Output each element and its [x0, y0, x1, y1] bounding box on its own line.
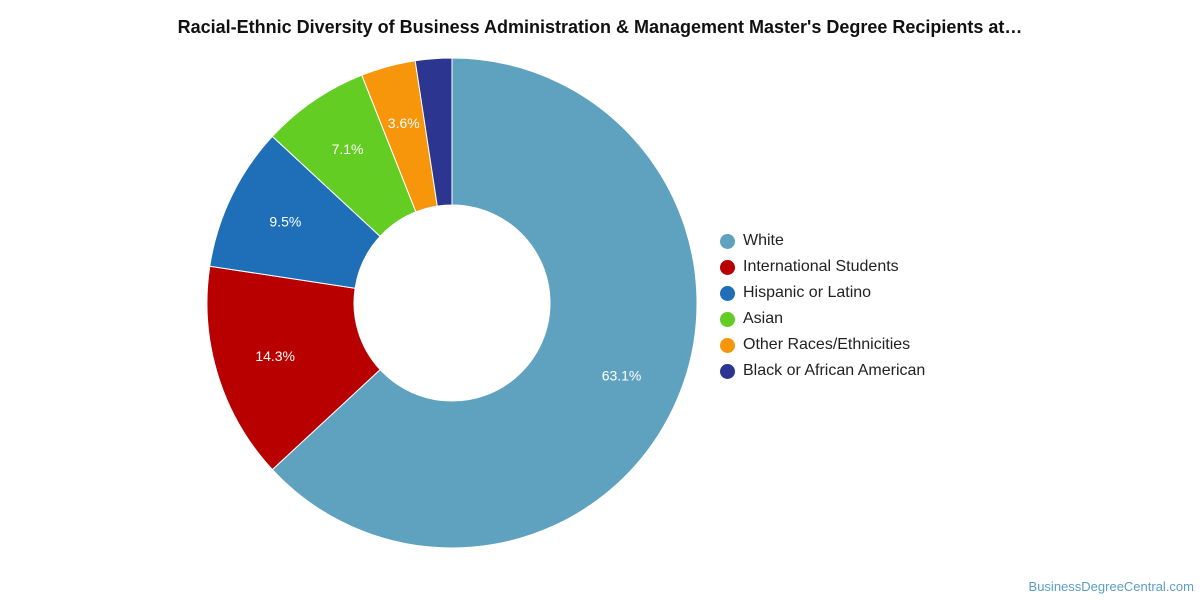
slice-black-or-african-american — [414, 57, 453, 207]
legend-item: International Students — [720, 254, 925, 280]
watermark: BusinessDegreeCentral.com — [1028, 579, 1194, 594]
legend-item: Other Races/Ethnicities — [720, 332, 925, 358]
legend-item: Hispanic or Latino — [720, 280, 925, 306]
legend-swatch — [720, 311, 735, 327]
legend-swatch — [720, 363, 735, 379]
slice-value-label: 9.5% — [269, 213, 301, 229]
chart-legend: White International Students Hispanic or L… — [720, 228, 925, 384]
legend-item: Asian — [720, 306, 925, 332]
legend-item: White — [720, 228, 925, 254]
chart-title: Racial-Ethnic Diversity of Business Admi… — [177, 17, 1023, 37]
legend-label: Black or African American — [743, 362, 926, 379]
slice-value-label: 7.1% — [332, 141, 364, 157]
legend-swatch — [720, 285, 735, 301]
legend-swatch — [720, 233, 735, 249]
legend-label: Asian — [743, 310, 784, 327]
legend-swatch — [720, 337, 735, 353]
slice-value-label: 14.3% — [255, 348, 295, 364]
slice-value-label: 63.1% — [602, 368, 642, 384]
slice-white — [271, 57, 698, 549]
legend-label: Hispanic or Latino — [743, 284, 872, 301]
legend-label: Other Races/Ethnicities — [743, 336, 911, 353]
legend-label: White — [743, 232, 784, 249]
slice-international-students — [206, 265, 381, 471]
legend-item: Black or African American — [720, 358, 925, 384]
legend-label: International Students — [743, 258, 899, 275]
slice-value-label: 3.6% — [388, 115, 420, 131]
legend-swatch — [720, 259, 735, 275]
